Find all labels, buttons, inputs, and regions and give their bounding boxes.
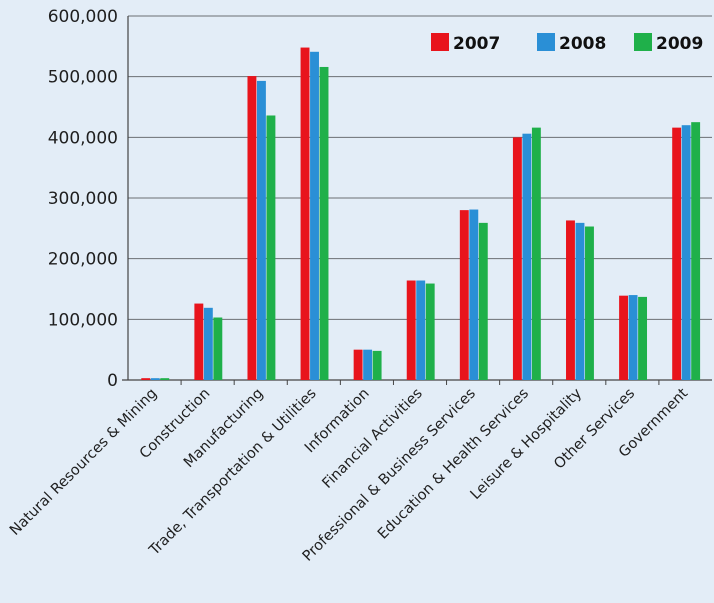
legend-swatch-2008 <box>537 33 555 51</box>
bar-2007 <box>247 76 257 380</box>
bar-2008 <box>681 125 691 380</box>
bar-2007 <box>619 295 629 380</box>
x-tick-label: Natural Resources & Mining <box>7 386 160 539</box>
bar-2008 <box>310 51 319 380</box>
y-tick-label: 500,000 <box>48 68 118 88</box>
grid-lines <box>128 15 712 320</box>
bar-2008 <box>469 209 479 380</box>
bar-2009 <box>691 122 701 381</box>
x-tick-labels: Natural Resources & MiningConstructionMa… <box>7 385 691 564</box>
y-tick-label: 0 <box>107 371 118 391</box>
bar-2008 <box>575 222 585 380</box>
y-tick-label: 400,000 <box>48 128 118 148</box>
bar-2007 <box>566 220 575 380</box>
bar-2008 <box>522 133 532 380</box>
bars <box>141 47 701 381</box>
y-tick-label: 600,000 <box>48 7 118 27</box>
bar-2009 <box>478 222 488 380</box>
bar-2009 <box>372 350 382 380</box>
bar-2007 <box>512 137 522 380</box>
bar-2007 <box>353 349 363 380</box>
bar-2009 <box>425 283 435 380</box>
bar-2009 <box>585 226 594 380</box>
y-tick-labels: 0 100,000 200,000 300,000 400,000 500,000 600,… <box>48 7 118 391</box>
bar-2009 <box>319 66 329 381</box>
bar-2008 <box>256 80 266 380</box>
bar-2008 <box>628 295 638 380</box>
bar-2007 <box>672 127 682 380</box>
bar-2008 <box>150 378 160 380</box>
bar-2009 <box>160 378 170 380</box>
y-tick-label: 100,000 <box>48 310 118 330</box>
bar-2007 <box>194 303 204 380</box>
y-tick-label: 300,000 <box>48 189 118 209</box>
legend-label: 2009 <box>656 34 703 54</box>
bar-2007 <box>406 280 416 380</box>
x-tick-label: Financial Activities <box>320 386 426 492</box>
y-tick-label: 200,000 <box>48 250 118 270</box>
bar-2009 <box>531 127 541 380</box>
legend-swatch-2007 <box>431 33 449 51</box>
bar-2007 <box>141 378 151 380</box>
bar-2008 <box>363 349 373 380</box>
bar-2007 <box>459 210 469 380</box>
legend: 2007 2008 2009 <box>431 33 703 54</box>
bar-2009 <box>213 317 223 380</box>
legend-swatch-2009 <box>634 33 652 51</box>
bar-2009 <box>266 115 276 381</box>
bar-2008 <box>416 280 426 380</box>
bar-2008 <box>203 307 213 380</box>
legend-label: 2007 <box>453 34 500 54</box>
bar-2009 <box>638 296 648 380</box>
legend-label: 2008 <box>559 34 606 54</box>
bar-2007 <box>300 47 310 381</box>
